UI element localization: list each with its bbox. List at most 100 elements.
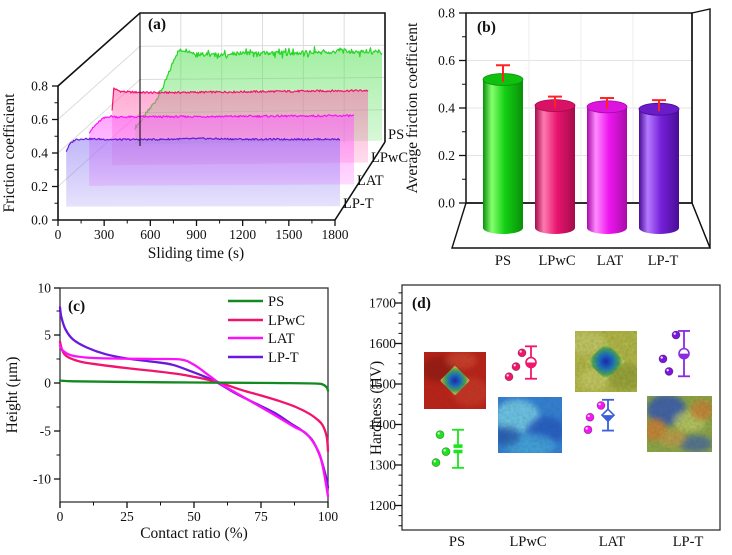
- tick-label: 75: [254, 509, 268, 524]
- inset-grain: [575, 331, 637, 392]
- scatter-dot-LAT: [585, 412, 595, 422]
- tick-label: 0: [55, 227, 62, 242]
- dot-highlight: [433, 460, 436, 463]
- series-curve-LP-T: [65, 137, 341, 152]
- dot-highlight: [437, 432, 440, 435]
- scatter-dot-LAT: [596, 401, 606, 410]
- tick-label: 1400: [369, 417, 396, 432]
- tick-label: -10: [33, 472, 51, 487]
- dot-highlight: [519, 350, 522, 353]
- inset-micrograph-PS: [424, 352, 486, 409]
- panel-a-plot: 0.0 0.2 0.4 0.6 0.8 0 300 600 900 1200 1500 1800: [31, 12, 386, 242]
- inset-grain: [647, 396, 712, 452]
- tick-label: 0.6: [438, 53, 455, 68]
- tick-label: 0.6: [31, 112, 48, 127]
- axis-label-friction-coefficient: Friction coefficient: [1, 93, 18, 213]
- dot-highlight: [506, 374, 509, 377]
- tick-label: 0.0: [438, 196, 455, 211]
- inset-micrograph-LPwC: [498, 397, 562, 453]
- scatter-dot-PS: [435, 430, 445, 440]
- tick-label: 0.8: [438, 6, 455, 21]
- axis-label-average-friction: Average friction coefficient: [404, 22, 421, 193]
- legend: PS LPwC LAT LP-T: [228, 294, 305, 366]
- tick-label: 10: [38, 281, 52, 296]
- tick-label: 25: [120, 509, 134, 524]
- tick-label: 600: [140, 227, 161, 242]
- axis-label-contact-ratio: Contact ratio (%): [140, 525, 248, 542]
- scatter-dot-PS: [431, 458, 441, 467]
- bar-cylinder-LPwC: [535, 105, 575, 234]
- tick-label: 1200: [369, 498, 396, 513]
- scatter-dot-LP-T: [671, 330, 681, 340]
- grid-line: [57, 45, 141, 120]
- frame: [57, 12, 386, 142]
- scatter-dot-LP-T: [658, 354, 668, 364]
- dot-highlight: [666, 368, 669, 372]
- tick-label: 1700: [369, 296, 396, 311]
- series-label-ps: PS: [388, 127, 404, 143]
- tick-label: 1600: [369, 336, 396, 351]
- frame: [401, 284, 721, 531]
- dot-highlight: [673, 332, 676, 335]
- legend-label-lat: LAT: [268, 331, 295, 347]
- tick-label: 1200: [229, 227, 256, 242]
- tick-label: 0: [57, 509, 64, 524]
- panel-letter-b: (b): [477, 19, 496, 36]
- dot-highlight: [513, 364, 516, 367]
- series-label-lat: LAT: [357, 173, 384, 189]
- tick-label: 0.4: [31, 146, 48, 161]
- axis-label-hardness: Hardness (HV): [368, 361, 385, 455]
- tick-label: 0.0: [31, 213, 48, 228]
- inset-grain: [498, 397, 562, 453]
- series-curve-LPwC: [111, 87, 369, 111]
- series-label-lpwc: LPwC: [371, 150, 408, 166]
- category-label-d-ps: PS: [449, 534, 465, 550]
- dot-highlight: [585, 427, 588, 430]
- tick-label: -5: [40, 424, 51, 439]
- dot-highlight: [443, 449, 446, 452]
- tick-label: 5: [44, 328, 51, 343]
- scatter-dot-LPwC: [504, 372, 514, 382]
- category-label-b-lat: LAT: [597, 253, 624, 269]
- inset-grain: [424, 352, 486, 409]
- category-label-b-lpwc: LPwC: [538, 253, 575, 269]
- inset-micrograph-LAT: [575, 331, 637, 392]
- tick-label: 100: [318, 509, 339, 524]
- panel-letter-d: (d): [412, 295, 431, 312]
- panel-letter-a: (a): [148, 16, 166, 33]
- category-label-d-lpwc: LPwC: [509, 534, 546, 550]
- inset-micrograph-LP-T: [647, 396, 712, 452]
- bar-cylinder-PS: [483, 79, 523, 234]
- tick-label: 0.2: [31, 179, 48, 194]
- tick-label: 50: [187, 509, 201, 524]
- scatter-dot-PS: [441, 447, 451, 457]
- category-label-d-lpt: LP-T: [673, 534, 704, 550]
- panel-b-plot: 0.0 0.2 0.4 0.6 0.8: [438, 6, 712, 249]
- axis-label-height: Height (μm): [4, 357, 21, 434]
- bar-cylinder-LAT: [587, 106, 627, 234]
- scatter-dot-LPwC: [511, 362, 521, 371]
- tick-label: 300: [94, 227, 115, 242]
- mean-marker-half: [602, 415, 614, 422]
- mean-marker-half: [679, 353, 689, 359]
- legend-label-ps: PS: [268, 294, 284, 310]
- tick-label: 1500: [369, 377, 396, 392]
- category-label-b-ps: PS: [495, 253, 511, 269]
- panel-d-plot: 1200 1300 1400 1500 1600 1700: [369, 284, 721, 531]
- series-curve-PS: [134, 46, 383, 130]
- series-fill-LP-T: [66, 137, 340, 207]
- dot-highlight: [598, 402, 601, 406]
- tick-label: 1500: [275, 227, 302, 242]
- axis-label-sliding-time: Sliding time (s): [148, 245, 244, 262]
- series-curve-LAT: [58, 344, 330, 498]
- panel-c-plot: 0 25 50 75 100 -10 -5 0 5 10: [33, 281, 338, 525]
- legend-label-lpwc: LPwC: [268, 313, 305, 329]
- tick-label: 1300: [369, 458, 396, 473]
- tick-label: 0.2: [438, 148, 455, 163]
- tick-label: 0.4: [438, 101, 455, 116]
- series-curve-PS: [58, 379, 330, 392]
- tick-label: 900: [186, 227, 207, 242]
- scatter-dot-LAT: [583, 425, 593, 435]
